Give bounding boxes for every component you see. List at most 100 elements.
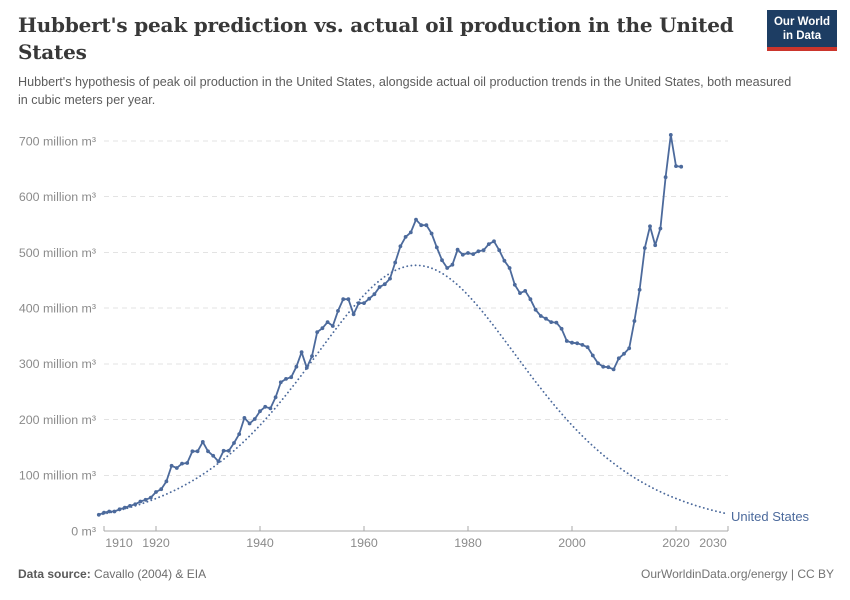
x-tick-label: 1920	[142, 536, 170, 550]
data-point-marker	[336, 309, 340, 313]
data-point-marker	[154, 490, 158, 494]
x-axis: 1910 1920 1940 1960 1980 2000 2020 2030	[103, 526, 729, 550]
data-point-marker	[460, 252, 465, 257]
x-tick-label: 2000	[558, 536, 586, 550]
data-point-marker	[284, 377, 288, 381]
data-point-marker	[174, 466, 179, 470]
owid-logo-line2: in Data	[782, 29, 822, 42]
data-point-marker	[226, 448, 231, 453]
data-point-marker	[528, 297, 533, 302]
data-point-marker	[164, 479, 169, 484]
data-point-marker	[310, 354, 314, 358]
hubbert-prediction-line	[97, 264, 729, 516]
owid-logo[interactable]: Our World in Data	[766, 10, 837, 51]
x-tick-label: 2020	[662, 536, 690, 550]
page-title: Hubbert's peak prediction vs. actual oil…	[18, 13, 734, 64]
x-tick-label: 1960	[350, 536, 378, 550]
data-point-marker	[445, 266, 450, 270]
data-point-marker	[492, 239, 496, 244]
data-point-marker	[440, 258, 444, 263]
data-point-marker	[247, 421, 252, 426]
data-point-marker	[512, 282, 517, 287]
data-source-text: Cavallo (2004) & EIA	[90, 567, 207, 581]
data-point-marker	[518, 291, 522, 295]
x-tick-label: 2030	[699, 536, 727, 550]
data-point-marker	[382, 282, 387, 287]
data-point-marker	[367, 296, 372, 301]
series-lines	[96, 133, 729, 517]
data-point-marker	[143, 497, 148, 502]
data-point-marker	[632, 319, 637, 323]
gridlines	[104, 140, 728, 476]
owid-logo-line1: Our World	[773, 16, 830, 28]
data-point-marker	[549, 320, 554, 324]
data-point-marker	[398, 244, 403, 249]
data-point-marker	[637, 287, 642, 292]
data-point-marker	[169, 463, 174, 468]
data-point-marker	[544, 316, 548, 321]
data-point-marker	[330, 324, 335, 328]
data-point-marker	[533, 307, 538, 312]
data-point-marker	[325, 320, 330, 324]
license-credit[interactable]: OurWorldinData.org/energy | CC BY	[641, 567, 834, 581]
x-tick-label: 1980	[454, 536, 482, 550]
data-point-marker	[424, 223, 429, 228]
data-point-marker	[627, 346, 632, 351]
series-legend-label[interactable]: United States	[731, 509, 810, 524]
data-point-marker	[653, 243, 658, 248]
data-point-marker	[273, 395, 278, 400]
chart-footer: Data source: Cavallo (2004) & EIA OurWor…	[18, 567, 834, 581]
data-point-marker	[138, 499, 143, 504]
data-point-marker	[242, 416, 247, 420]
data-point-marker	[341, 297, 346, 302]
data-point-marker	[538, 314, 543, 318]
data-point-marker	[663, 175, 668, 180]
data-point-marker	[408, 230, 413, 235]
data-point-marker	[648, 224, 652, 229]
data-point-marker	[596, 361, 600, 366]
data-point-marker	[414, 217, 418, 222]
data-point-marker	[211, 453, 216, 458]
data-point-marker	[606, 365, 611, 370]
data-point-marker	[523, 289, 528, 293]
data-point-marker	[466, 251, 470, 255]
data-point-marker	[289, 375, 294, 380]
data-point-marker	[450, 262, 455, 267]
data-point-marker	[278, 380, 283, 385]
data-point-marker	[362, 301, 366, 305]
data-point-marker	[299, 350, 304, 355]
data-point-marker	[611, 367, 616, 372]
data-point-marker	[258, 409, 262, 414]
data-source: Data source: Cavallo (2004) & EIA	[18, 567, 206, 581]
data-point-marker	[403, 235, 408, 239]
y-tick-label: 500 million m³	[19, 246, 96, 260]
y-tick-label: 0 m³	[71, 524, 96, 538]
chart-subtitle: Hubbert's hypothesis of peak oil product…	[18, 75, 792, 107]
data-point-marker	[320, 326, 325, 331]
data-point-marker	[481, 248, 486, 253]
data-point-marker	[564, 339, 569, 343]
data-point-marker	[590, 353, 595, 358]
data-point-marker	[148, 495, 153, 500]
data-point-marker	[575, 341, 580, 346]
data-point-marker	[554, 320, 559, 325]
data-point-marker	[601, 364, 606, 369]
y-tick-label: 100 million m³	[19, 469, 96, 483]
data-point-marker	[393, 260, 398, 265]
data-point-marker	[502, 258, 507, 263]
x-tick-label: 1940	[246, 536, 274, 550]
data-point-marker	[315, 330, 320, 334]
data-point-marker	[221, 448, 226, 453]
data-point-marker	[388, 276, 392, 281]
data-point-marker	[294, 364, 299, 369]
data-point-marker	[616, 356, 621, 361]
y-tick-label: 600 million m³	[19, 190, 96, 204]
data-point-marker	[268, 406, 273, 411]
data-point-marker	[559, 326, 564, 331]
y-tick-label: 400 million m³	[19, 301, 96, 315]
data-point-marker	[622, 351, 626, 356]
data-point-marker	[429, 231, 434, 236]
data-point-marker	[455, 247, 460, 252]
